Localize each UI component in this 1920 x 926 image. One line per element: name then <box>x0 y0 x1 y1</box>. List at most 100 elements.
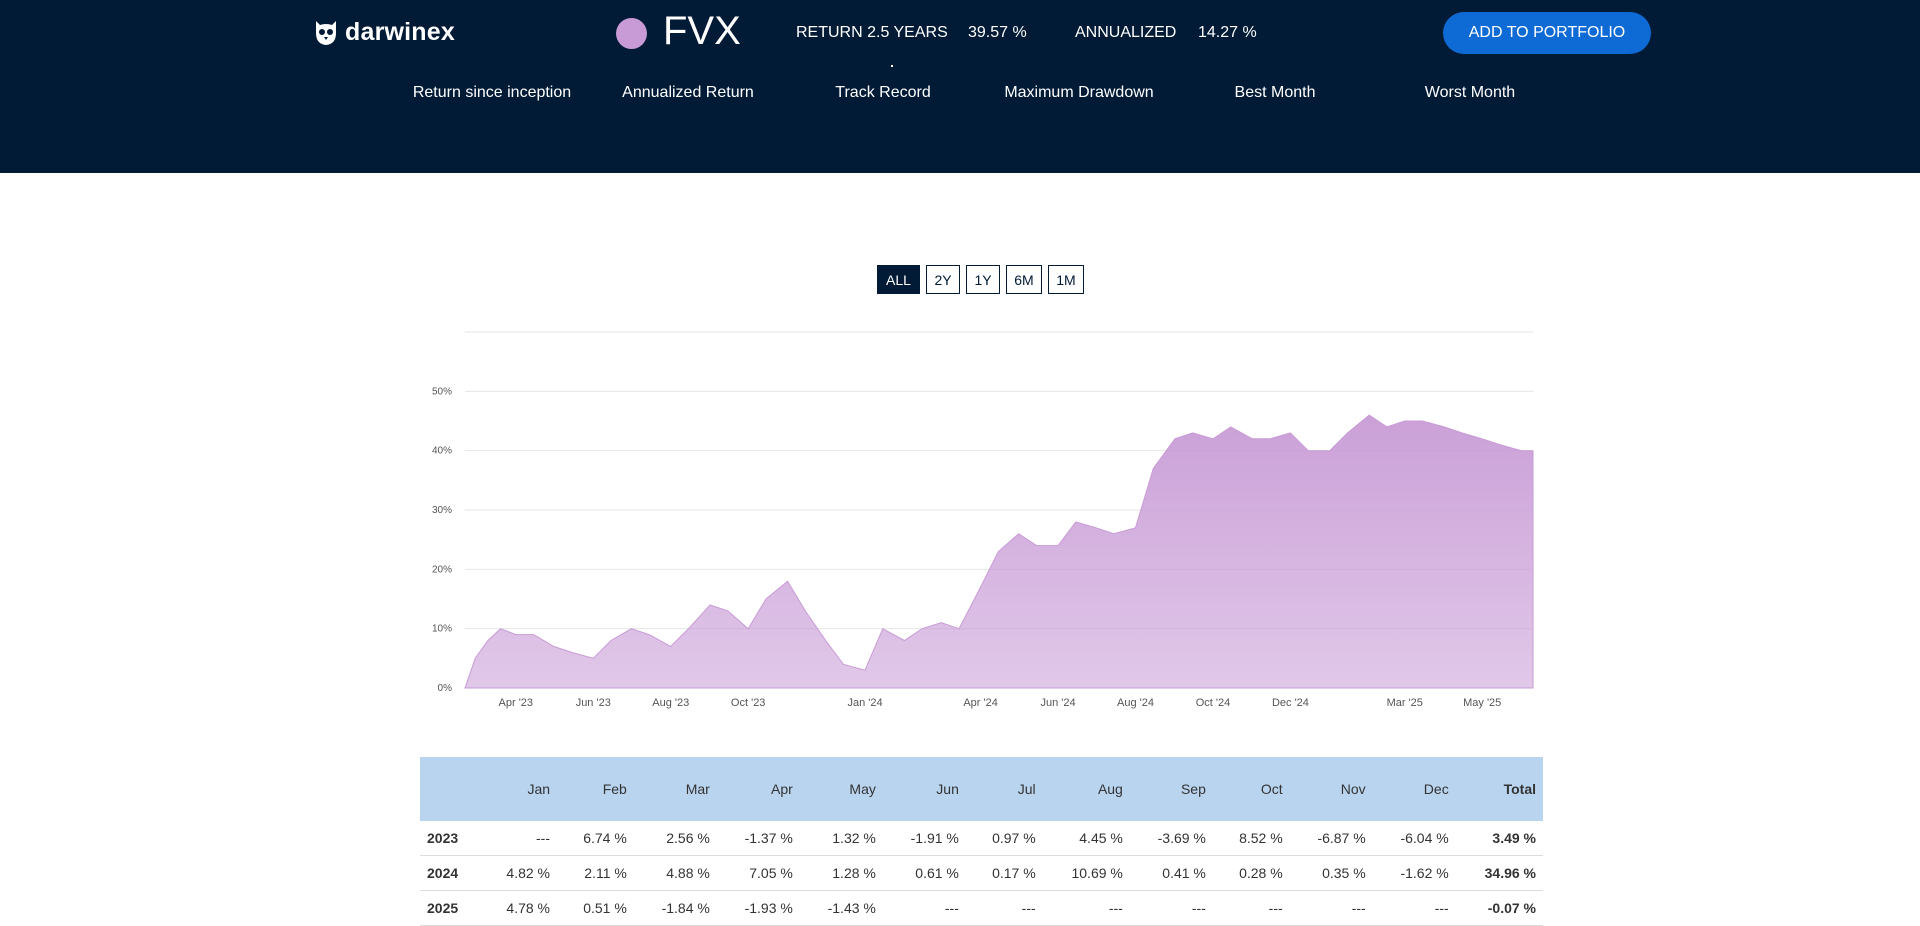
return-label: RETURN 2.5 YEARS <box>796 24 948 41</box>
header-cell-total: Total <box>1503 781 1536 797</box>
return-cell: 2.11 % <box>557 855 634 891</box>
x-tick-label: Oct '24 <box>1196 697 1231 709</box>
header-cell-may: May <box>849 781 876 797</box>
return-cell: 0.17 % <box>965 855 1043 891</box>
return-cell: 4.78 % <box>480 890 558 926</box>
header-bar: darwinex FVX RETURN 2.5 YEARS 39.57 % AN… <box>0 0 1920 173</box>
x-tick-label: Dec '24 <box>1272 697 1309 709</box>
return-cell: 6.74 % <box>557 821 634 856</box>
header-cell-jul: Jul <box>1017 781 1036 797</box>
y-tick-label: 20% <box>432 564 452 575</box>
header-cell-mar: Mar <box>685 781 710 797</box>
table-row: 2024 4.82 % 2.11 % 4.88 % 7.05 % 1.28 % 0.61 %… <box>420 855 1543 891</box>
y-tick-label: 40% <box>432 446 452 457</box>
annualized-label: ANNUALIZED <box>1075 24 1177 41</box>
total-cell: 3.49 % <box>1455 821 1543 856</box>
header-cell-dec: Dec <box>1423 781 1449 797</box>
y-tick-label: 10% <box>432 624 452 635</box>
divider-dot <box>891 65 893 67</box>
equity-chart: 0% 10% 20% 30% 40% 50% Apr '23 Jun '23 Aug '23 Oc… <box>420 320 1550 720</box>
ticker-color-dot <box>616 18 647 49</box>
return-cell: --- <box>1372 890 1456 926</box>
logo-text: darwinex <box>345 18 455 46</box>
y-tick-label: 30% <box>432 505 452 516</box>
return-cell: 0.28 % <box>1212 855 1290 891</box>
return-cell: -3.69 % <box>1129 821 1213 856</box>
return-cell: -1.62 % <box>1372 855 1456 891</box>
metric-maximum-drawdown: Maximum Drawdown <box>1004 84 1154 101</box>
return-cell: -1.37 % <box>716 821 800 856</box>
x-tick-label: Apr '24 <box>963 697 998 709</box>
x-tick-label: Jun '24 <box>1040 697 1075 709</box>
x-tick-label: Apr '23 <box>499 697 534 709</box>
header-cell-jan: Jan <box>527 781 551 797</box>
return-cell: 0.35 % <box>1289 855 1373 891</box>
return-cell: 0.97 % <box>965 821 1043 856</box>
return-cell: --- <box>1212 890 1290 926</box>
return-cell: 1.28 % <box>799 855 883 891</box>
return-cell: --- <box>1042 890 1130 926</box>
header-cell-apr: Apr <box>771 781 793 797</box>
return-cell: -1.84 % <box>633 890 717 926</box>
return-cell: 4.88 % <box>633 855 717 891</box>
return-cell: 7.05 % <box>716 855 800 891</box>
return-cell: 0.61 % <box>882 855 966 891</box>
y-tick-label: 50% <box>432 386 452 397</box>
return-cell: -6.87 % <box>1289 821 1373 856</box>
return-cell: -1.93 % <box>716 890 800 926</box>
equity-area-series <box>464 414 1534 689</box>
total-cell: -0.07 % <box>1455 890 1543 926</box>
range-button-1m[interactable]: 1M <box>1048 265 1084 294</box>
return-cell: --- <box>965 890 1043 926</box>
table-row: 2025 4.78 % 0.51 % -1.84 % -1.93 % -1.43 % ---… <box>420 890 1543 926</box>
return-cell: --- <box>480 821 558 856</box>
annualized-value: 14.27 % <box>1198 24 1257 41</box>
return-cell: 0.41 % <box>1129 855 1213 891</box>
return-cell: 2.56 % <box>633 821 717 856</box>
header-cell-oct: Oct <box>1260 781 1283 797</box>
range-button-all[interactable]: ALL <box>877 265 920 294</box>
monthly-returns-table: Jan Feb Mar Apr May Jun Jul Aug Sep Oct Nov Dec Tota… <box>420 757 1543 926</box>
return-cell: -1.91 % <box>882 821 966 856</box>
range-button-2y[interactable]: 2Y <box>926 265 960 294</box>
range-button-6m[interactable]: 6M <box>1006 265 1042 294</box>
year-cell: 2025 <box>420 890 481 926</box>
return-cell: 4.82 % <box>480 855 558 891</box>
x-tick-label: Aug '24 <box>1117 697 1154 709</box>
y-tick-label: 0% <box>438 683 453 694</box>
metric-return-since-inception: Return since inception <box>412 84 572 101</box>
return-cell: -6.04 % <box>1372 821 1456 856</box>
x-tick-label: Jan '24 <box>847 697 882 709</box>
ticker-symbol: FVX <box>663 9 741 53</box>
return-cell: 1.32 % <box>799 821 883 856</box>
return-cell: --- <box>1129 890 1213 926</box>
metric-worst-month: Worst Month <box>1424 84 1516 101</box>
table-row: 2023 --- 6.74 % 2.56 % -1.37 % 1.32 % -1.91 % 0… <box>420 821 1543 856</box>
return-cell: -1.43 % <box>799 890 883 926</box>
header-cell-sep: Sep <box>1180 781 1206 797</box>
metric-track-record: Track Record <box>835 84 931 101</box>
range-selector: ALL 2Y 1Y 6M 1M <box>877 265 1084 294</box>
header-cell-year <box>420 757 480 821</box>
x-tick-label: Mar '25 <box>1387 697 1423 709</box>
header-cell-feb: Feb <box>602 781 627 797</box>
header-cell-nov: Nov <box>1340 781 1366 797</box>
return-cell: --- <box>882 890 966 926</box>
header-cell-aug: Aug <box>1097 781 1123 797</box>
range-button-1y[interactable]: 1Y <box>966 265 1000 294</box>
return-cell: --- <box>1289 890 1373 926</box>
x-tick-label: Oct '23 <box>731 697 766 709</box>
add-to-portfolio-button[interactable]: ADD TO PORTFOLIO <box>1443 12 1651 54</box>
x-tick-label: Jun '23 <box>576 697 611 709</box>
return-cell: 0.51 % <box>557 890 634 926</box>
total-cell: 34.96 % <box>1455 855 1543 891</box>
return-cell: 4.45 % <box>1042 821 1130 856</box>
header-cell-jun: Jun <box>936 781 959 797</box>
x-tick-label: May '25 <box>1463 697 1501 709</box>
year-cell: 2024 <box>420 855 481 891</box>
logo[interactable]: darwinex <box>313 18 455 47</box>
year-cell: 2023 <box>420 821 481 856</box>
metric-annualized-return: Annualized Return <box>622 84 754 101</box>
owl-icon <box>316 20 336 45</box>
return-cell: 8.52 % <box>1212 821 1290 856</box>
